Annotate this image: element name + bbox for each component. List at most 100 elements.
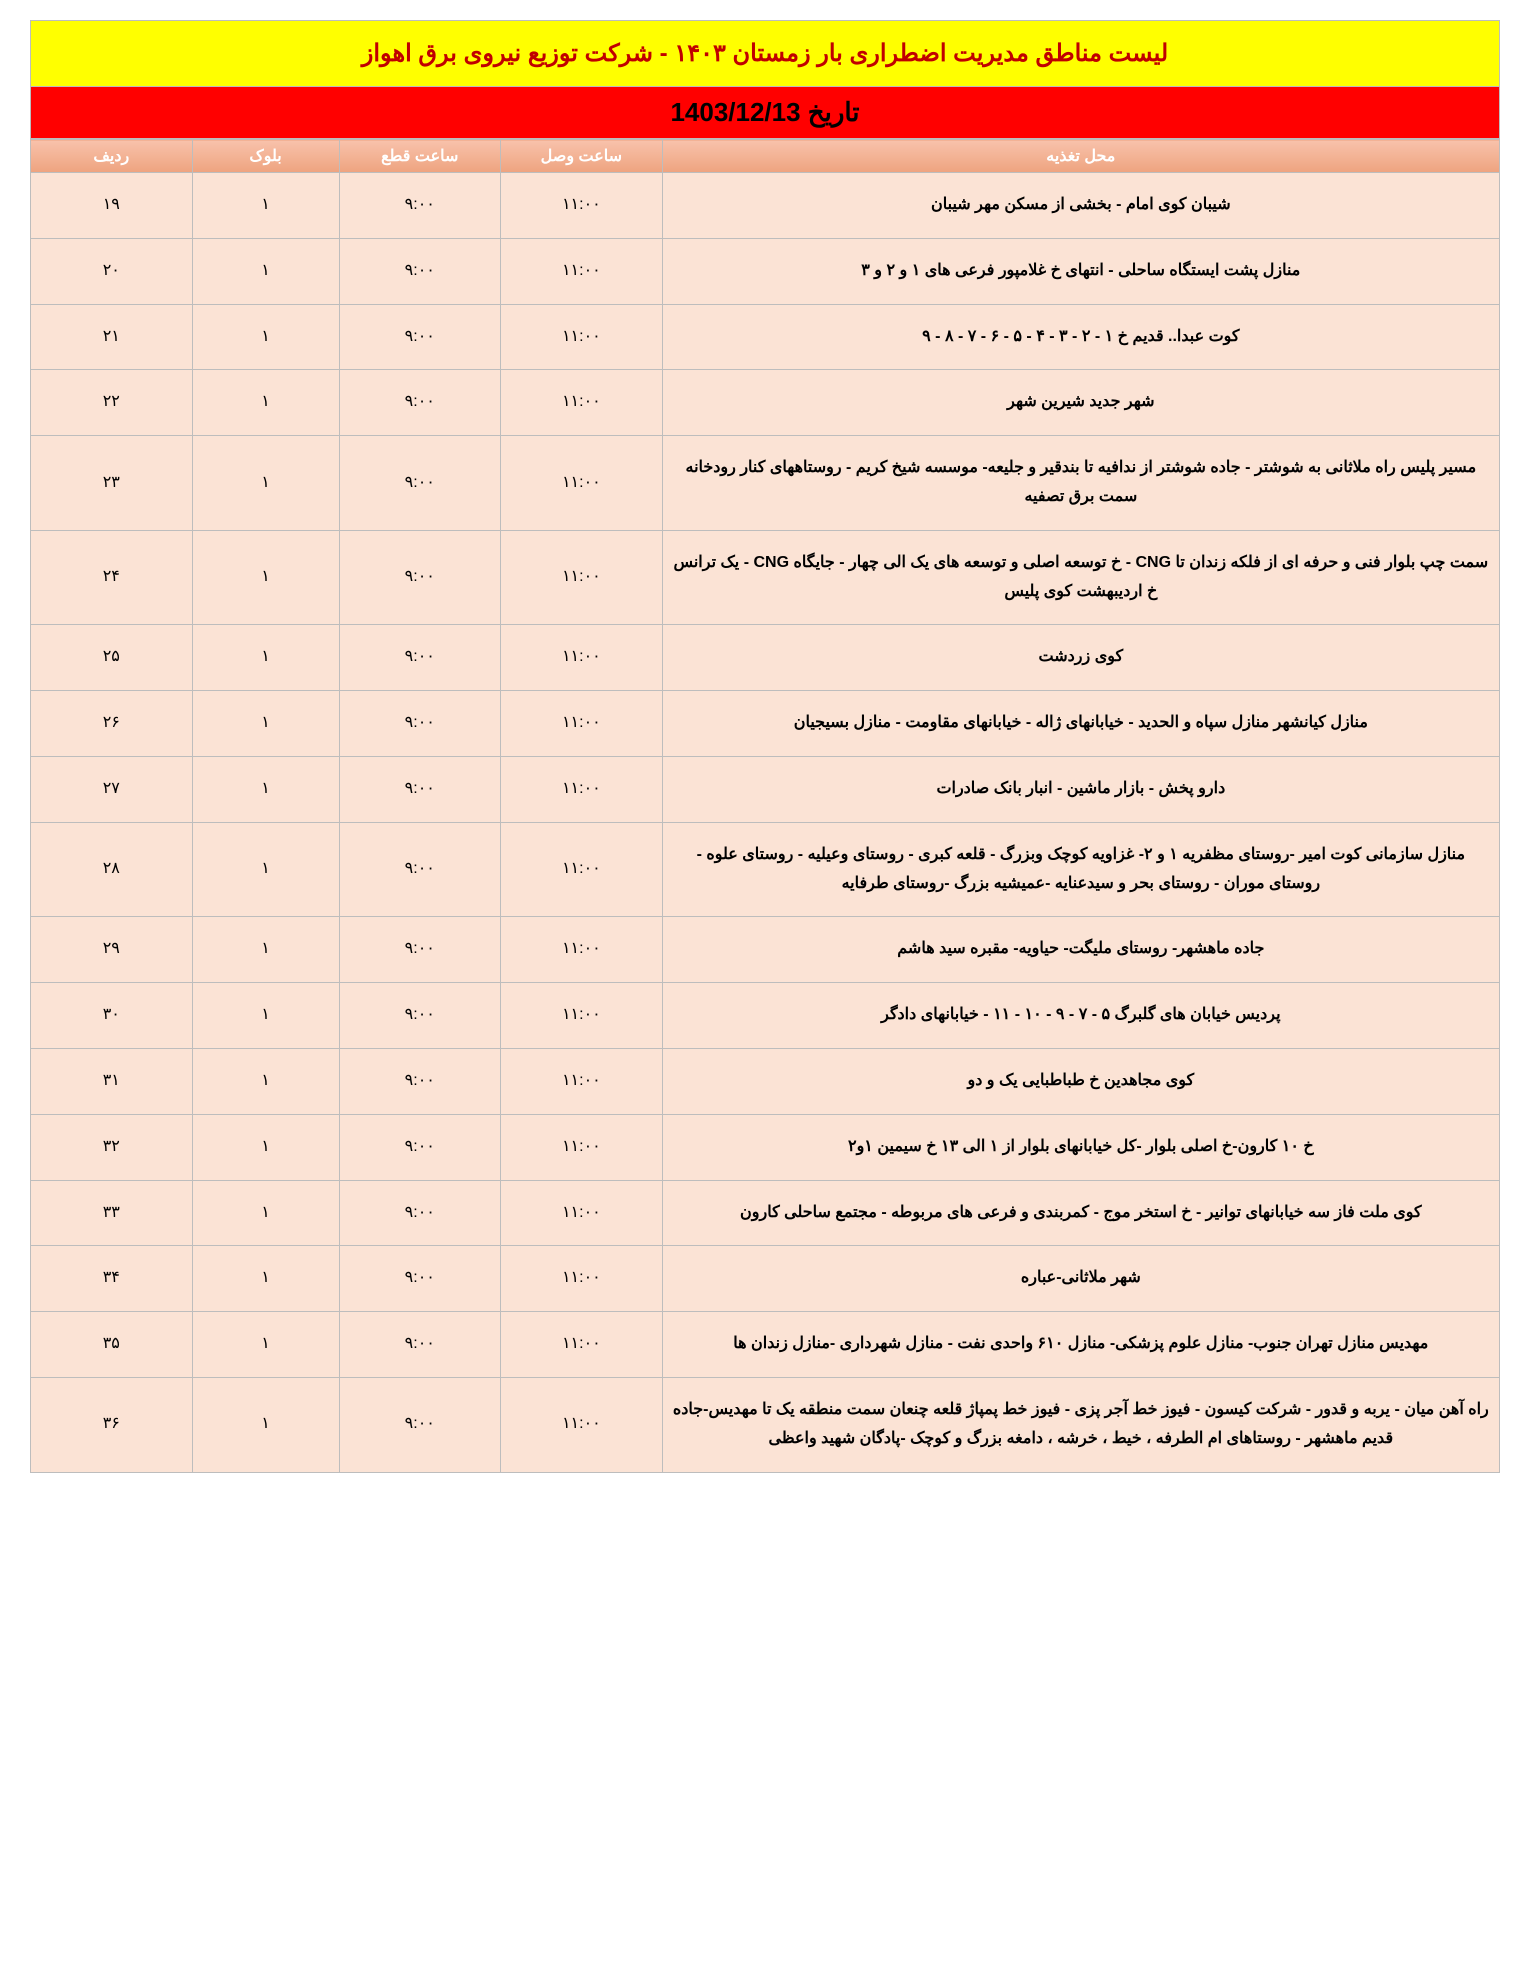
table-row: کوت عبدا.. قدیم خ ۱ - ۲ - ۳ - ۴ - ۵ - ۶ … <box>31 304 1500 370</box>
cell-row-number: ۲۰ <box>31 238 193 304</box>
cell-on-time: ۱۱:۰۰ <box>501 436 663 531</box>
cell-row-number: ۲۱ <box>31 304 193 370</box>
cell-block: ۱ <box>192 983 339 1049</box>
col-off-time: ساعت قطع <box>339 140 501 173</box>
cell-row-number: ۲۵ <box>31 625 193 691</box>
date-banner: تاریخ 1403/12/13 <box>30 87 1500 139</box>
cell-row-number: ۳۲ <box>31 1114 193 1180</box>
cell-location: مهدیس منازل تهران جنوب- منازل علوم پزشکی… <box>662 1312 1499 1378</box>
cell-off-time: ۹:۰۰ <box>339 1180 501 1246</box>
table-row: راه آهن میان - یربه و قدور - شرکت کیسون … <box>31 1377 1500 1472</box>
cell-off-time: ۹:۰۰ <box>339 1114 501 1180</box>
cell-location: شیبان کوی امام - بخشی از مسکن مهر شیبان <box>662 173 1499 239</box>
cell-on-time: ۱۱:۰۰ <box>501 822 663 917</box>
cell-row-number: ۲۹ <box>31 917 193 983</box>
cell-block: ۱ <box>192 530 339 625</box>
cell-off-time: ۹:۰۰ <box>339 1312 501 1378</box>
cell-row-number: ۳۴ <box>31 1246 193 1312</box>
cell-location: منازل سازمانی کوت امیر -روستای مظفریه ۱ … <box>662 822 1499 917</box>
cell-row-number: ۳۱ <box>31 1048 193 1114</box>
outage-table: محل تغذیه ساعت وصل ساعت قطع بلوک ردیف شی… <box>30 139 1500 1473</box>
cell-block: ۱ <box>192 1048 339 1114</box>
table-row: شهر ملاثانی-عباره۱۱:۰۰۹:۰۰۱۳۴ <box>31 1246 1500 1312</box>
table-row: مسیر پلیس راه ملاثانی به شوشتر - جاده شو… <box>31 436 1500 531</box>
page-title: لیست مناطق مدیریت اضطراری بار زمستان ۱۴۰… <box>362 40 1168 67</box>
table-row: شیبان کوی امام - بخشی از مسکن مهر شیبان۱… <box>31 173 1500 239</box>
cell-row-number: ۳۵ <box>31 1312 193 1378</box>
cell-off-time: ۹:۰۰ <box>339 822 501 917</box>
cell-off-time: ۹:۰۰ <box>339 983 501 1049</box>
table-row: جاده ماهشهر- روستای ملیگت- حیاویه- مقبره… <box>31 917 1500 983</box>
cell-block: ۱ <box>192 1377 339 1472</box>
cell-row-number: ۲۳ <box>31 436 193 531</box>
cell-on-time: ۱۱:۰۰ <box>501 173 663 239</box>
cell-location: کوت عبدا.. قدیم خ ۱ - ۲ - ۳ - ۴ - ۵ - ۶ … <box>662 304 1499 370</box>
cell-location: منازل پشت ایستگاه ساحلی - انتهای خ غلامپ… <box>662 238 1499 304</box>
cell-location: جاده ماهشهر- روستای ملیگت- حیاویه- مقبره… <box>662 917 1499 983</box>
cell-block: ۱ <box>192 304 339 370</box>
cell-off-time: ۹:۰۰ <box>339 436 501 531</box>
cell-location: سمت چپ بلوار فنی و حرفه ای از فلکه زندان… <box>662 530 1499 625</box>
table-body: شیبان کوی امام - بخشی از مسکن مهر شیبان۱… <box>31 173 1500 1473</box>
table-row: منازل سازمانی کوت امیر -روستای مظفریه ۱ … <box>31 822 1500 917</box>
cell-location: خ ۱۰ کارون-خ اصلی بلوار -کل خیابانهای بل… <box>662 1114 1499 1180</box>
cell-off-time: ۹:۰۰ <box>339 304 501 370</box>
table-row: دارو پخش - بازار ماشین - انبار بانک صادر… <box>31 756 1500 822</box>
cell-off-time: ۹:۰۰ <box>339 530 501 625</box>
cell-block: ۱ <box>192 173 339 239</box>
cell-on-time: ۱۱:۰۰ <box>501 1180 663 1246</box>
cell-block: ۱ <box>192 756 339 822</box>
table-row: منازل کیانشهر منازل سپاه و الحدید - خیاب… <box>31 691 1500 757</box>
cell-on-time: ۱۱:۰۰ <box>501 756 663 822</box>
date-label: تاریخ 1403/12/13 <box>670 97 859 127</box>
cell-off-time: ۹:۰۰ <box>339 1048 501 1114</box>
cell-on-time: ۱۱:۰۰ <box>501 1377 663 1472</box>
cell-block: ۱ <box>192 1114 339 1180</box>
page: لیست مناطق مدیریت اضطراری بار زمستان ۱۴۰… <box>0 0 1530 1493</box>
cell-row-number: ۳۶ <box>31 1377 193 1472</box>
cell-on-time: ۱۱:۰۰ <box>501 1246 663 1312</box>
cell-row-number: ۲۸ <box>31 822 193 917</box>
cell-off-time: ۹:۰۰ <box>339 173 501 239</box>
cell-block: ۱ <box>192 238 339 304</box>
col-row: ردیف <box>31 140 193 173</box>
cell-row-number: ۲۲ <box>31 370 193 436</box>
page-title-banner: لیست مناطق مدیریت اضطراری بار زمستان ۱۴۰… <box>30 20 1500 87</box>
cell-off-time: ۹:۰۰ <box>339 917 501 983</box>
cell-on-time: ۱۱:۰۰ <box>501 1312 663 1378</box>
cell-on-time: ۱۱:۰۰ <box>501 983 663 1049</box>
cell-block: ۱ <box>192 625 339 691</box>
cell-block: ۱ <box>192 1246 339 1312</box>
cell-block: ۱ <box>192 370 339 436</box>
cell-off-time: ۹:۰۰ <box>339 691 501 757</box>
cell-location: راه آهن میان - یربه و قدور - شرکت کیسون … <box>662 1377 1499 1472</box>
cell-block: ۱ <box>192 822 339 917</box>
cell-block: ۱ <box>192 691 339 757</box>
table-row: کوی زردشت۱۱:۰۰۹:۰۰۱۲۵ <box>31 625 1500 691</box>
cell-location: مسیر پلیس راه ملاثانی به شوشتر - جاده شو… <box>662 436 1499 531</box>
table-row: کوی ملت فاز سه خیابانهای توانیر - خ استخ… <box>31 1180 1500 1246</box>
cell-row-number: ۳۰ <box>31 983 193 1049</box>
table-row: سمت چپ بلوار فنی و حرفه ای از فلکه زندان… <box>31 530 1500 625</box>
table-row: پردیس خیابان های گلبرگ ۵ - ۷ - ۹ - ۱۰ - … <box>31 983 1500 1049</box>
cell-on-time: ۱۱:۰۰ <box>501 625 663 691</box>
cell-location: دارو پخش - بازار ماشین - انبار بانک صادر… <box>662 756 1499 822</box>
cell-location: کوی زردشت <box>662 625 1499 691</box>
cell-location: شهر جدید شیرین شهر <box>662 370 1499 436</box>
col-on-time: ساعت وصل <box>501 140 663 173</box>
col-location: محل تغذیه <box>662 140 1499 173</box>
cell-block: ۱ <box>192 1180 339 1246</box>
cell-off-time: ۹:۰۰ <box>339 1377 501 1472</box>
cell-on-time: ۱۱:۰۰ <box>501 917 663 983</box>
cell-on-time: ۱۱:۰۰ <box>501 691 663 757</box>
cell-row-number: ۱۹ <box>31 173 193 239</box>
cell-row-number: ۲۷ <box>31 756 193 822</box>
cell-row-number: ۲۴ <box>31 530 193 625</box>
table-row: کوی مجاهدین خ طباطبایی یک و دو۱۱:۰۰۹:۰۰۱… <box>31 1048 1500 1114</box>
cell-location: کوی مجاهدین خ طباطبایی یک و دو <box>662 1048 1499 1114</box>
table-header: محل تغذیه ساعت وصل ساعت قطع بلوک ردیف <box>31 140 1500 173</box>
table-row: شهر جدید شیرین شهر۱۱:۰۰۹:۰۰۱۲۲ <box>31 370 1500 436</box>
cell-on-time: ۱۱:۰۰ <box>501 530 663 625</box>
cell-block: ۱ <box>192 917 339 983</box>
cell-off-time: ۹:۰۰ <box>339 756 501 822</box>
